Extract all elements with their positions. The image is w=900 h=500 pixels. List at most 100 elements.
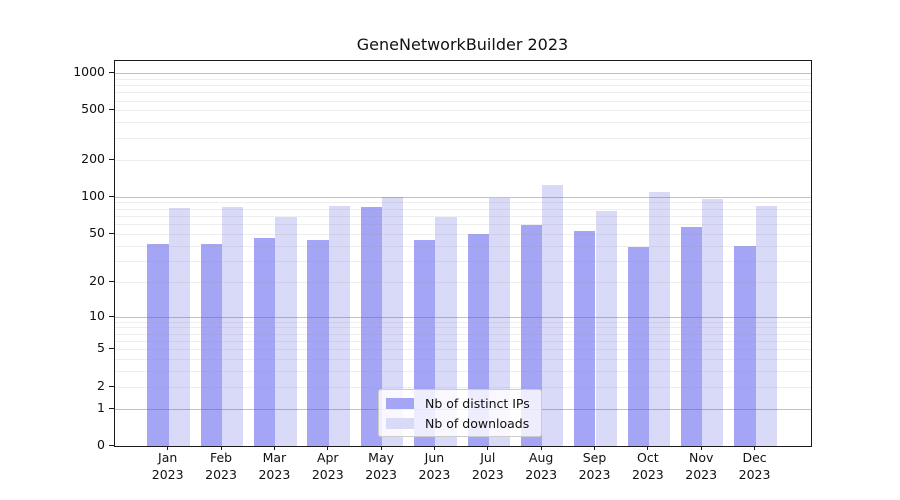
- y-tick-mark-20: [109, 280, 114, 282]
- y-tick-mark-1000: [109, 72, 114, 74]
- y-tick-label-200: 200: [81, 150, 105, 166]
- y-tick-label-50: 50: [89, 224, 105, 240]
- y-tick-mark-0: [109, 445, 114, 446]
- x-tick-mark-aug: [540, 446, 542, 450]
- bar-downloads-feb: [222, 206, 244, 446]
- bar-ips-mar: [254, 238, 276, 446]
- x-tick-mark-jan: [167, 446, 169, 450]
- x-tick-label-jun: Jun 2023: [418, 450, 451, 482]
- x-tick-mark-oct: [647, 446, 649, 450]
- x-tick-label-mar: Mar 2023: [258, 450, 291, 482]
- y-tick-label-0: 0: [97, 437, 105, 452]
- gridline-minor-30: [115, 260, 811, 262]
- y-tick-label-500: 500: [81, 101, 105, 117]
- bar-downloads-jul: [488, 197, 511, 446]
- bar-ips-jan: [147, 244, 169, 446]
- gridline-minor-8: [115, 327, 811, 329]
- gridline-minor-300: [115, 137, 811, 139]
- gridline-minor-60: [115, 224, 811, 226]
- chart-title: GeneNetworkBuilder 2023: [356, 35, 569, 54]
- bar-downloads-mar: [275, 216, 297, 446]
- gridline-minor-500: [115, 110, 811, 112]
- gridline-minor-20: [115, 281, 811, 283]
- bar-downloads-sep: [595, 210, 617, 446]
- gridline-minor-9: [115, 321, 811, 323]
- x-tick-label-sep: Sep 2023: [578, 450, 611, 482]
- y-tick-mark-500: [109, 109, 114, 111]
- gridline-minor-50: [115, 233, 811, 235]
- gridline-minor-600: [115, 100, 811, 102]
- gridline-minor-3: [115, 371, 811, 373]
- legend-label-downloads: Nb of downloads: [425, 415, 530, 431]
- y-tick-label-10: 10: [89, 307, 105, 323]
- x-tick-mark-jun: [433, 446, 435, 450]
- x-tick-label-may: May 2023: [365, 450, 397, 482]
- x-tick-mark-may: [380, 446, 382, 450]
- x-tick-mark-mar: [273, 446, 275, 450]
- gridline-minor-700: [115, 92, 811, 94]
- bar-downloads-nov: [702, 199, 724, 446]
- y-tick-mark-5: [109, 348, 114, 350]
- bar-downloads-apr: [328, 205, 351, 446]
- gridline-minor-2: [115, 386, 811, 388]
- bar-downloads-oct: [648, 192, 671, 446]
- gridline-minor-90: [115, 202, 811, 204]
- x-tick-label-jul: Jul 2023: [471, 450, 504, 482]
- gridline-minor-6: [115, 340, 811, 342]
- legend: Nb of distinct IPs Nb of downloads: [378, 389, 542, 437]
- legend-item-downloads: Nb of downloads: [386, 415, 541, 431]
- gridline-minor-7: [115, 333, 811, 335]
- bar-downloads-dec: [755, 206, 777, 446]
- x-tick-label-apr: Apr 2023: [311, 450, 344, 482]
- y-tick-label-100: 100: [81, 187, 105, 203]
- bar-ips-oct: [627, 246, 649, 446]
- bar-downloads-jan: [168, 208, 190, 446]
- y-tick-mark-100: [109, 195, 114, 197]
- gridline-minor-80: [115, 208, 811, 210]
- y-tick-label-20: 20: [89, 272, 105, 288]
- x-tick-mark-sep: [594, 446, 595, 450]
- bar-downloads-aug: [542, 185, 564, 446]
- y-tick-mark-200: [109, 158, 114, 160]
- y-tick-mark-2: [109, 385, 114, 387]
- y-tick-label-2: 2: [97, 377, 105, 393]
- y-tick-mark-1: [109, 407, 114, 409]
- gridline-minor-400: [115, 122, 811, 124]
- bar-ips-sep: [574, 230, 596, 446]
- gridline-minor-40: [115, 245, 811, 247]
- bar-downloads-jun: [435, 217, 457, 446]
- x-tick-mark-apr: [327, 446, 329, 450]
- gridline-minor-800: [115, 85, 811, 87]
- plot-area: [114, 60, 812, 447]
- x-tick-label-nov: Nov 2023: [685, 450, 718, 482]
- legend-label-distinct-ips: Nb of distinct IPs: [425, 395, 530, 411]
- bar-ips-dec: [734, 245, 756, 446]
- x-tick-label-aug: Aug 2023: [525, 450, 558, 482]
- gridline-major-100: [115, 196, 811, 198]
- bar-ips-feb: [200, 244, 223, 446]
- bar-downloads-may: [382, 197, 404, 446]
- y-tick-label-1000: 1000: [73, 64, 105, 80]
- bar-ips-apr: [307, 240, 329, 446]
- x-tick-label-oct: Oct 2023: [631, 450, 664, 482]
- gridline-minor-900: [115, 78, 811, 80]
- bar-ips-nov: [680, 226, 703, 446]
- legend-swatch-distinct-ips-icon: [386, 397, 414, 409]
- gridline-minor-70: [115, 215, 811, 217]
- x-tick-label-jan: Jan 2023: [151, 450, 184, 482]
- x-tick-mark-feb: [220, 446, 222, 450]
- x-tick-mark-jul: [487, 446, 489, 450]
- x-tick-label-dec: Dec 2023: [738, 450, 771, 482]
- x-tick-label-feb: Feb 2023: [205, 450, 237, 482]
- x-tick-mark-dec: [754, 446, 756, 450]
- legend-swatch-downloads-icon: [386, 417, 414, 429]
- x-tick-mark-nov: [700, 446, 702, 450]
- gridline-major-10: [115, 316, 811, 318]
- y-tick-mark-10: [109, 315, 114, 317]
- y-tick-mark-50: [109, 232, 114, 234]
- gridline-minor-200: [115, 159, 811, 161]
- gridline-major-1000: [115, 73, 811, 75]
- y-tick-label-1: 1: [97, 399, 105, 415]
- legend-item-distinct-ips: Nb of distinct IPs: [386, 395, 541, 411]
